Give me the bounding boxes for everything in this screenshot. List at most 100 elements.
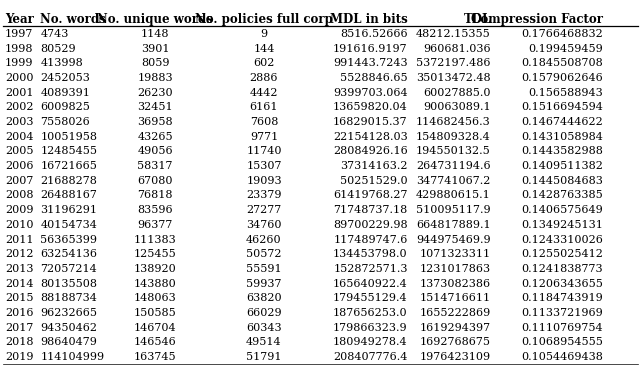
Text: 15307: 15307: [246, 161, 282, 171]
Text: 98640479: 98640479: [40, 337, 97, 347]
Text: TDL: TDL: [463, 13, 491, 26]
Text: 0.1428763385: 0.1428763385: [521, 190, 603, 200]
Text: 0.1054469438: 0.1054469438: [521, 352, 603, 362]
Text: 36958: 36958: [138, 117, 173, 127]
Text: 1071323311: 1071323311: [420, 249, 491, 259]
Text: 58317: 58317: [138, 161, 173, 171]
Text: 0.1110769754: 0.1110769754: [521, 323, 603, 332]
Text: 664817889.1: 664817889.1: [416, 220, 491, 230]
Text: 6009825: 6009825: [40, 102, 90, 112]
Text: 72057214: 72057214: [40, 264, 97, 274]
Text: 16721665: 16721665: [40, 161, 97, 171]
Text: 49514: 49514: [246, 337, 282, 347]
Text: 71748737.18: 71748737.18: [333, 205, 408, 215]
Text: 60343: 60343: [246, 323, 282, 332]
Text: 94350462: 94350462: [40, 323, 97, 332]
Text: 61419768.27: 61419768.27: [333, 190, 408, 200]
Text: 2008: 2008: [5, 190, 34, 200]
Text: 0.156588943: 0.156588943: [528, 88, 603, 98]
Text: 510095117.9: 510095117.9: [416, 205, 491, 215]
Text: 163745: 163745: [134, 352, 177, 362]
Text: No. words: No. words: [40, 13, 106, 26]
Text: 1997: 1997: [5, 29, 33, 39]
Text: 165640922.4: 165640922.4: [333, 279, 408, 289]
Text: 2010: 2010: [5, 220, 34, 230]
Text: 9: 9: [260, 29, 268, 39]
Text: 602: 602: [253, 58, 275, 68]
Text: 96232665: 96232665: [40, 308, 97, 318]
Text: 1619294397: 1619294397: [420, 323, 491, 332]
Text: 146704: 146704: [134, 323, 177, 332]
Text: 11740: 11740: [246, 147, 282, 156]
Text: 9771: 9771: [250, 132, 278, 142]
Text: 0.1445084683: 0.1445084683: [521, 176, 603, 186]
Text: 26488167: 26488167: [40, 190, 97, 200]
Text: 0.1467444622: 0.1467444622: [521, 117, 603, 127]
Text: 1976423109: 1976423109: [420, 352, 491, 362]
Text: 13659820.04: 13659820.04: [333, 102, 408, 112]
Text: 944975469.9: 944975469.9: [416, 234, 491, 245]
Text: 48212.15355: 48212.15355: [416, 29, 491, 39]
Text: 43265: 43265: [138, 132, 173, 142]
Text: 2001: 2001: [5, 88, 34, 98]
Text: 19883: 19883: [138, 73, 173, 83]
Text: No. unique words: No. unique words: [97, 13, 213, 26]
Text: 1998: 1998: [5, 44, 34, 53]
Text: 89700229.98: 89700229.98: [333, 220, 408, 230]
Text: 264731194.6: 264731194.6: [416, 161, 491, 171]
Text: 10051958: 10051958: [40, 132, 97, 142]
Text: 31196291: 31196291: [40, 205, 97, 215]
Text: 1514716611: 1514716611: [420, 293, 491, 303]
Text: 191616.9197: 191616.9197: [333, 44, 408, 53]
Text: No. policies full corp: No. policies full corp: [195, 13, 333, 26]
Text: 179455129.4: 179455129.4: [333, 293, 408, 303]
Text: 0.1184743919: 0.1184743919: [521, 293, 603, 303]
Text: 1373082386: 1373082386: [420, 279, 491, 289]
Text: 150585: 150585: [134, 308, 177, 318]
Text: 2014: 2014: [5, 279, 34, 289]
Text: 960681.036: 960681.036: [423, 44, 491, 53]
Text: 21688278: 21688278: [40, 176, 97, 186]
Text: 55591: 55591: [246, 264, 282, 274]
Text: 32451: 32451: [138, 102, 173, 112]
Text: 50572: 50572: [246, 249, 282, 259]
Text: 56365399: 56365399: [40, 234, 97, 245]
Text: 76818: 76818: [138, 190, 173, 200]
Text: 117489747.6: 117489747.6: [333, 234, 408, 245]
Text: 1655222869: 1655222869: [420, 308, 491, 318]
Text: 187656253.0: 187656253.0: [333, 308, 408, 318]
Text: 27277: 27277: [246, 205, 282, 215]
Text: 0.1579062646: 0.1579062646: [521, 73, 603, 83]
Text: 2004: 2004: [5, 132, 34, 142]
Text: 0.1431058984: 0.1431058984: [521, 132, 603, 142]
Text: 35013472.48: 35013472.48: [416, 73, 491, 83]
Text: 2002: 2002: [5, 102, 34, 112]
Text: 1999: 1999: [5, 58, 34, 68]
Text: 991443.7243: 991443.7243: [333, 58, 408, 68]
Text: 8059: 8059: [141, 58, 170, 68]
Text: 22154128.03: 22154128.03: [333, 132, 408, 142]
Text: 2006: 2006: [5, 161, 34, 171]
Text: 0.1766468832: 0.1766468832: [521, 29, 603, 39]
Text: Compression Factor: Compression Factor: [471, 13, 603, 26]
Text: MDL in bits: MDL in bits: [330, 13, 408, 26]
Text: 88188734: 88188734: [40, 293, 97, 303]
Text: 66029: 66029: [246, 308, 282, 318]
Text: 2017: 2017: [5, 323, 33, 332]
Text: 8516.52666: 8516.52666: [340, 29, 408, 39]
Text: 347741067.2: 347741067.2: [417, 176, 491, 186]
Text: 12485455: 12485455: [40, 147, 97, 156]
Text: 0.1349245131: 0.1349245131: [521, 220, 603, 230]
Text: 28084926.16: 28084926.16: [333, 147, 408, 156]
Text: 80135508: 80135508: [40, 279, 97, 289]
Text: 7558026: 7558026: [40, 117, 90, 127]
Text: 50251529.0: 50251529.0: [340, 176, 408, 186]
Text: 59937: 59937: [246, 279, 282, 289]
Text: 180949278.4: 180949278.4: [333, 337, 408, 347]
Text: 138920: 138920: [134, 264, 177, 274]
Text: 429880615.1: 429880615.1: [416, 190, 491, 200]
Text: 413998: 413998: [40, 58, 83, 68]
Text: 208407776.4: 208407776.4: [333, 352, 408, 362]
Text: 1148: 1148: [141, 29, 170, 39]
Text: 0.1241838773: 0.1241838773: [521, 264, 603, 274]
